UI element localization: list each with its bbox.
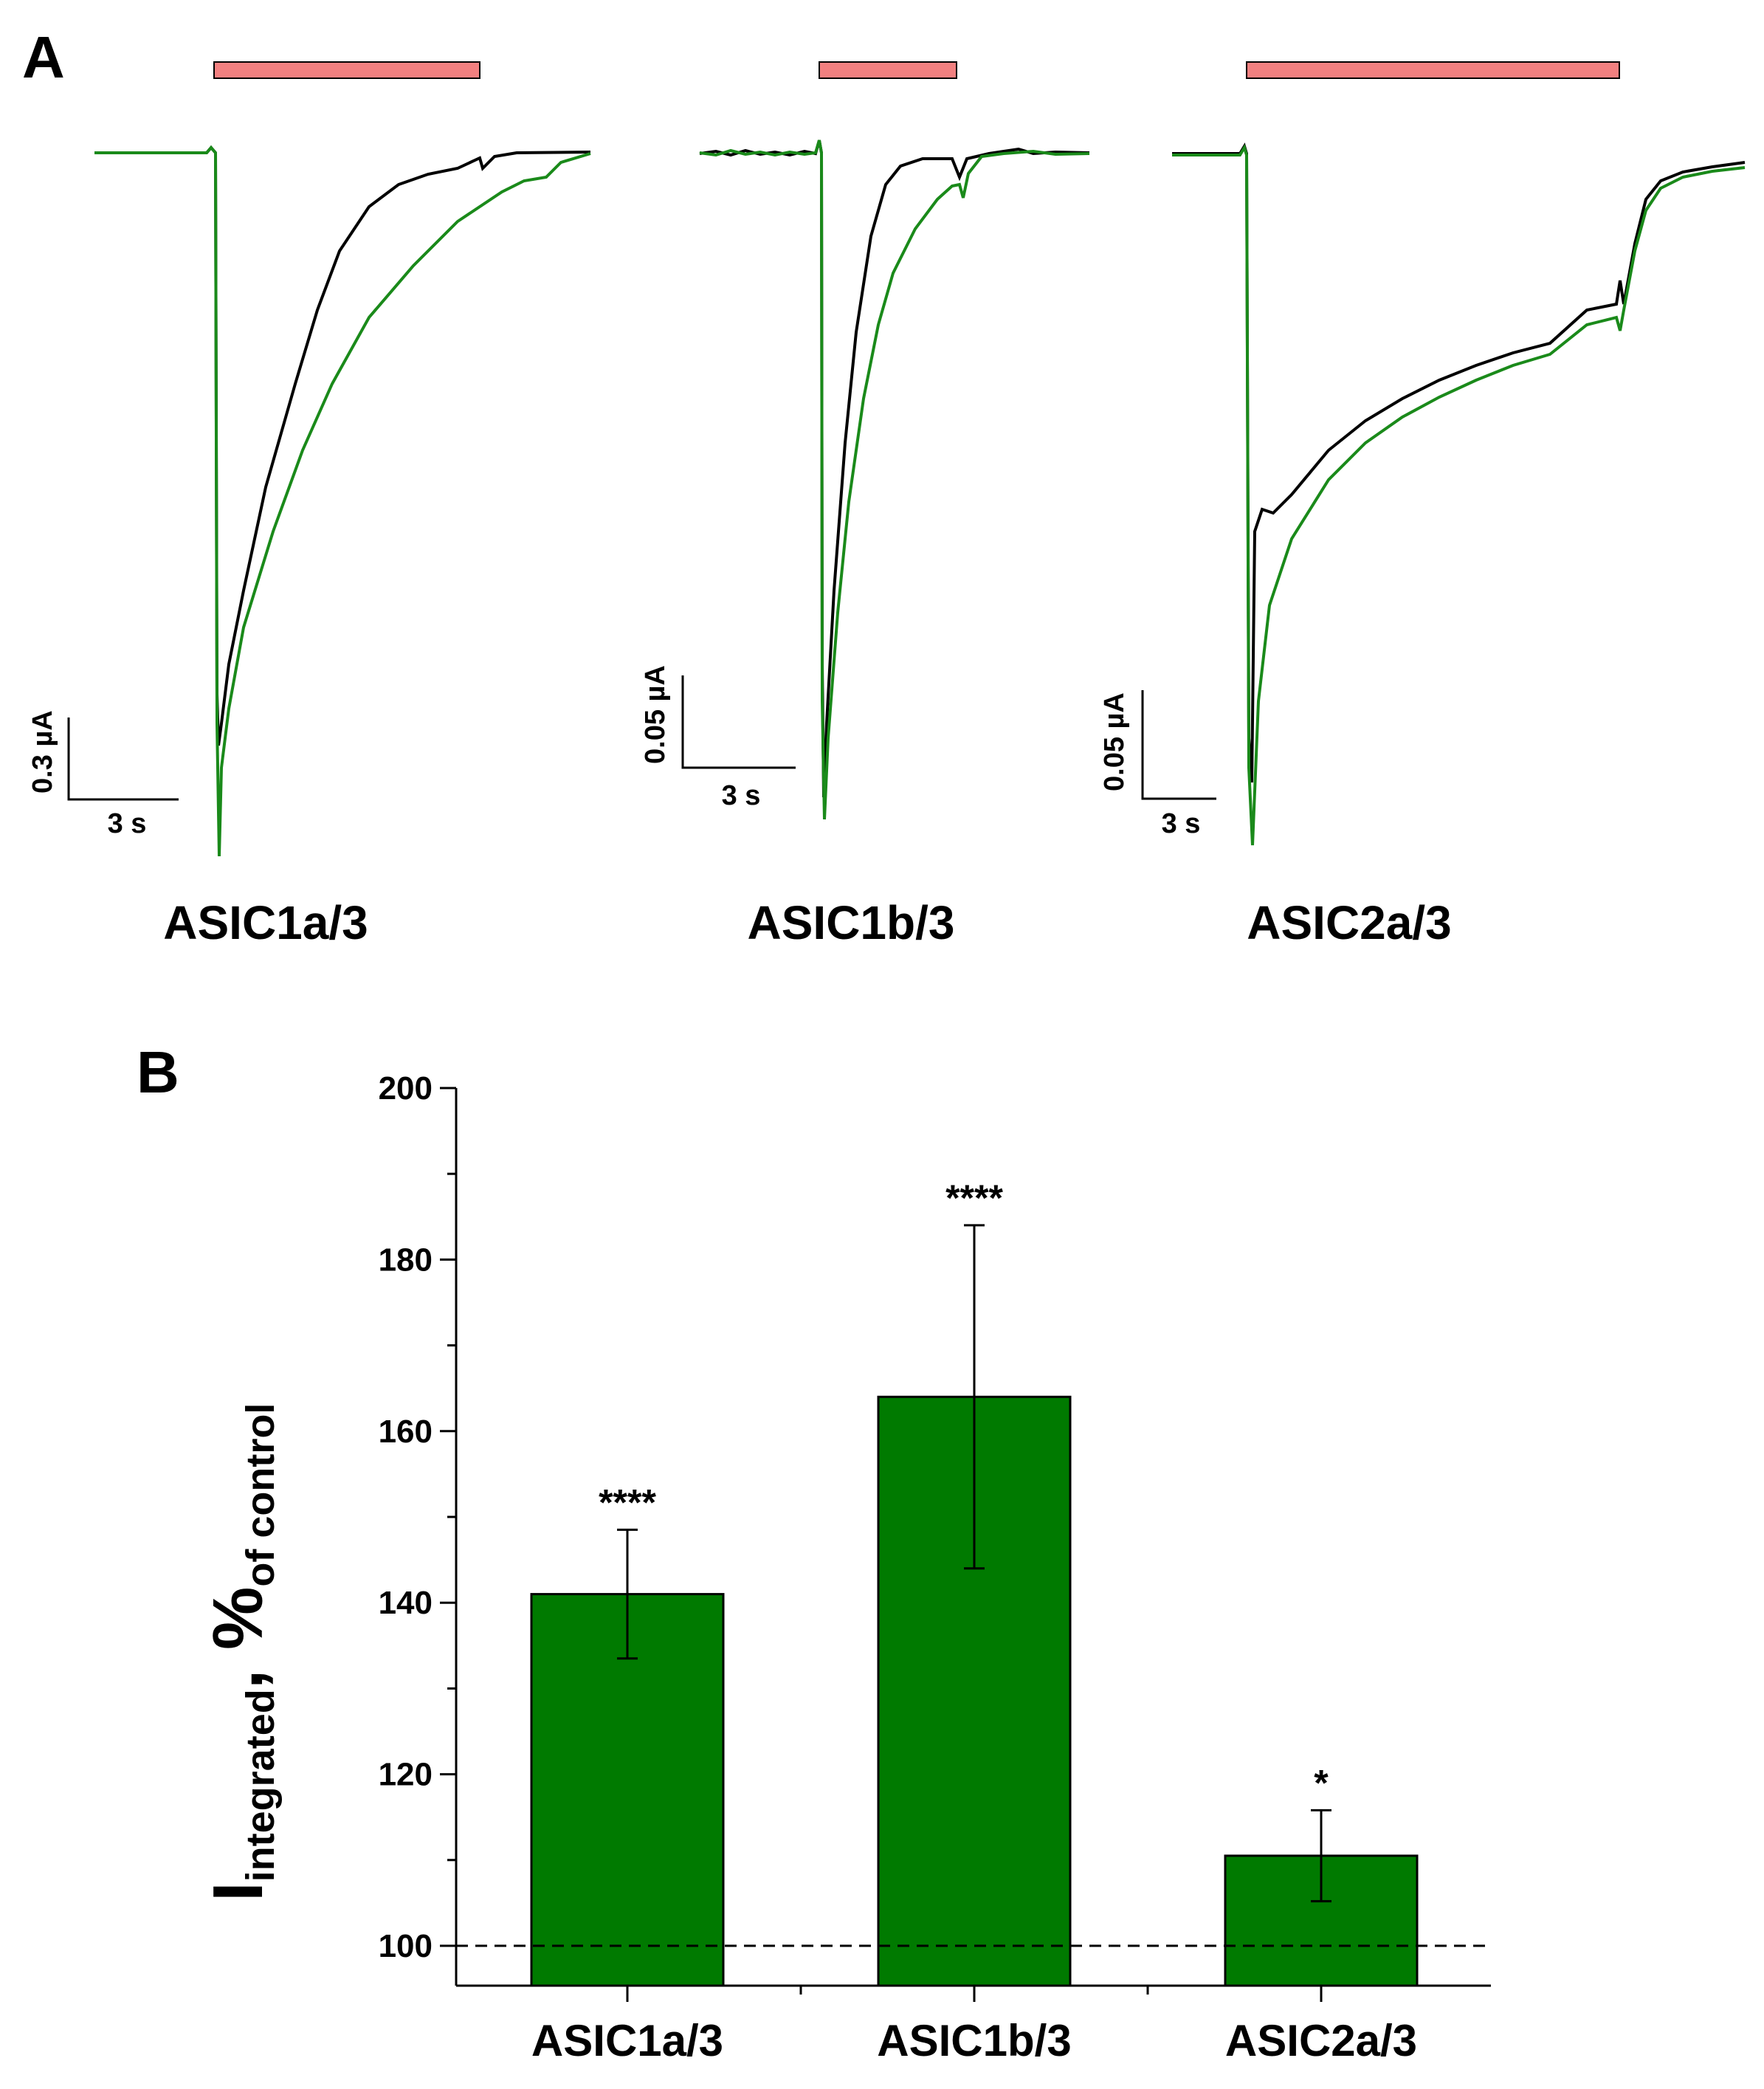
trace-panel-asic2a3: 0.05 µA 3 s ASIC2a/3 bbox=[1099, 61, 1746, 949]
y-axis-label-sep: , % bbox=[199, 1587, 278, 1690]
trace-title: ASIC1a/3 bbox=[163, 896, 368, 949]
scale-current-label: 0.3 µA bbox=[27, 710, 58, 794]
control-trace bbox=[94, 145, 591, 746]
panel-a-label: A bbox=[22, 24, 65, 90]
error-bars bbox=[617, 1224, 1331, 1903]
trace-title: ASIC2a/3 bbox=[1247, 896, 1451, 949]
significance-label: **** bbox=[599, 1481, 656, 1523]
y-axis: 100 120 140 160 180 200 bbox=[379, 1070, 458, 1986]
stimulus-bar bbox=[213, 61, 480, 79]
stimulus-bar bbox=[819, 61, 957, 79]
significance-label: * bbox=[1314, 1762, 1329, 1803]
y-tick-label: 160 bbox=[379, 1414, 433, 1450]
trace-panel-asic1a3: 0.3 µA 3 s ASIC1a/3 bbox=[27, 61, 591, 949]
scale-bar bbox=[681, 675, 796, 769]
x-tick-label: ASIC2a/3 bbox=[1225, 2016, 1417, 2065]
scale-bar bbox=[1141, 690, 1216, 800]
x-tick-label: ASIC1a/3 bbox=[531, 2016, 723, 2065]
y-tick-label: 140 bbox=[379, 1585, 433, 1621]
scale-time-label: 3 s bbox=[722, 780, 761, 811]
bars bbox=[530, 1395, 1419, 1987]
panel-b-label: B bbox=[137, 1039, 179, 1105]
trace-title: ASIC1b/3 bbox=[748, 896, 955, 949]
y-tick-label: 180 bbox=[379, 1242, 433, 1278]
y-axis-label-sub1: integrated bbox=[238, 1689, 283, 1882]
y-tick-label: 120 bbox=[379, 1757, 433, 1793]
x-axis: ASIC1a/3 ASIC1b/3 ASIC2a/3 bbox=[456, 1984, 1491, 2065]
trace-panel-asic1b3: 0.05 µA 3 s ASIC1b/3 bbox=[640, 61, 1090, 949]
control-trace bbox=[699, 140, 1090, 798]
y-axis-label-sub2: of control bbox=[238, 1403, 283, 1587]
scale-time-label: 3 s bbox=[1162, 808, 1201, 839]
scale-time-label: 3 s bbox=[108, 808, 147, 839]
significance-labels: ********* bbox=[599, 1177, 1329, 1803]
control-trace bbox=[1172, 142, 1746, 783]
scale-current-label: 0.05 µA bbox=[1099, 692, 1130, 791]
treated-trace bbox=[1172, 144, 1746, 846]
stimulus-bar bbox=[1246, 61, 1620, 79]
y-axis-label-main: I bbox=[199, 1882, 278, 1902]
treated-trace bbox=[94, 145, 591, 857]
scale-bar bbox=[67, 717, 179, 801]
scale-current-label: 0.05 µA bbox=[640, 665, 671, 764]
treated-trace bbox=[699, 140, 1090, 820]
bar-chart: 100 120 140 160 180 200 ASIC1a/3 ASIC1b/3 ASIC2… bbox=[379, 1070, 1491, 2065]
y-tick-label: 200 bbox=[379, 1070, 433, 1107]
x-tick-label: ASIC1b/3 bbox=[877, 2016, 1071, 2065]
y-axis-label: Iintegrated, %of control bbox=[199, 1403, 283, 1902]
y-tick-label: 100 bbox=[379, 1928, 433, 1964]
significance-label: **** bbox=[945, 1177, 1003, 1219]
